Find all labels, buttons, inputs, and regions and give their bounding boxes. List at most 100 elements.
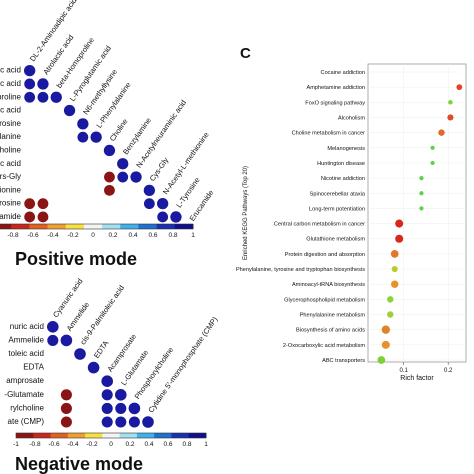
- correlation-dot: [101, 375, 113, 388]
- colorbar-frame: [0, 223, 194, 230]
- enrichment-dot: [419, 176, 424, 181]
- correlation-dot: [115, 416, 127, 428]
- correlation-dot: [60, 389, 72, 401]
- enrichment-dot: [438, 129, 445, 136]
- colorbar-tick-label: -0.6: [27, 232, 39, 239]
- colorbar-tick-label: -0.8: [7, 232, 19, 239]
- column-label: L-Pyroglutamic acid: [68, 44, 113, 103]
- correlation-dot: [130, 171, 142, 183]
- correlation-dot: [103, 144, 116, 157]
- row-label: -Glutamate: [4, 390, 44, 399]
- row-label: ic acid: [0, 106, 21, 115]
- colorbar-tick-label: -0.6: [48, 441, 60, 448]
- row-label: rs-Gly: [0, 172, 21, 181]
- correlation-dot: [117, 158, 129, 170]
- colorbar-segment: [136, 433, 155, 438]
- correlation-dot: [115, 389, 127, 401]
- colorbar-segment: [50, 433, 69, 438]
- row-label: ic acid: [0, 79, 21, 88]
- colorbar-tick-label: 0: [109, 441, 113, 448]
- row-label: holine: [0, 145, 22, 154]
- correlation-dot: [77, 118, 89, 130]
- x-tick-label: 0.1: [399, 368, 408, 374]
- colorbar-tick-label: 0: [91, 232, 95, 239]
- row-label: rylcholine: [10, 403, 44, 412]
- enrichment-dot: [387, 311, 394, 318]
- colorbar-segment: [138, 224, 158, 229]
- correlation-dot: [170, 211, 182, 223]
- pathway-label: Phenylalanine, tyrosine and tryptophan b…: [236, 267, 365, 273]
- row-label: lanine: [0, 132, 22, 141]
- positive-mode-title: Positive mode: [15, 249, 137, 269]
- column-label: Choline: [108, 117, 130, 143]
- pathway-label: Nicotine addiction: [321, 176, 365, 182]
- row-label: Ammelide: [8, 335, 44, 344]
- colorbar-segment: [29, 224, 49, 229]
- pathway-label: Protein digestion and absorption: [285, 252, 365, 258]
- colorbar-segment: [102, 224, 121, 229]
- correlation-dot: [24, 91, 36, 103]
- panel-c-label: C: [240, 45, 251, 62]
- correlation-dot: [101, 416, 113, 428]
- enrichment-dot: [381, 325, 390, 334]
- enrichment-dot: [448, 100, 453, 105]
- correlation-dot: [47, 321, 59, 333]
- colorbar-tick-label: -1: [13, 441, 19, 448]
- enrichment-dot: [419, 191, 424, 196]
- pathway-label: Long-term potentiation: [309, 206, 365, 212]
- pathway-label: Cocaine addiction: [321, 70, 365, 76]
- x-axis-label: Rich factor: [400, 375, 434, 382]
- correlation-dot: [143, 198, 155, 210]
- pathway-label: Aminoacyl-tRNA biosynthesis: [292, 282, 365, 288]
- colorbar-segment: [102, 433, 121, 438]
- row-label: proline: [0, 92, 22, 101]
- plot-frame: [367, 63, 467, 363]
- enrichment-dot: [377, 356, 386, 364]
- x-tick-label: 0.2: [444, 368, 453, 374]
- correlation-dot: [128, 402, 141, 415]
- correlation-dot: [63, 104, 76, 117]
- column-label: EDTA: [92, 339, 111, 360]
- colorbar-segment: [65, 224, 85, 229]
- correlation-dot: [24, 65, 36, 77]
- enrichment-dot: [430, 160, 435, 166]
- pathway-label: Biosynthesis of amino acids: [296, 328, 365, 334]
- colorbar-segment: [16, 433, 34, 438]
- colorbar-tick-label: 0.2: [108, 232, 117, 239]
- correlation-dot: [87, 361, 100, 374]
- correlation-dot: [104, 171, 115, 183]
- colorbar-tick-label: -0.2: [67, 232, 79, 239]
- row-label: ic acid: [0, 159, 21, 168]
- negative-mode-panel: nuric acid Ammelide toleic acid EDTA amprosa…: [4, 277, 219, 448]
- row-label: ate (CMP): [8, 417, 45, 426]
- correlation-dot: [50, 91, 62, 103]
- row-label: nuric acid: [10, 322, 44, 331]
- correlation-dot: [74, 348, 86, 360]
- pathway-label: Melanogenesis: [327, 146, 365, 152]
- enrichment-dot: [395, 219, 404, 228]
- colorbar-tick-label: 0.8: [182, 441, 191, 448]
- colorbar-segment: [171, 433, 190, 438]
- pathway-label: Amphetamine addiction: [307, 85, 365, 91]
- correlation-dot: [24, 211, 36, 223]
- correlation-dot: [60, 402, 72, 414]
- kegg-enrichment-panel: Cocaine addiction Amphetamine addiction Fo…: [236, 63, 467, 382]
- pathway-label: Glycerophospholipid metabolism: [284, 297, 365, 303]
- enrichment-dot: [387, 296, 394, 303]
- colorbar-tick-label: -0.4: [67, 441, 79, 448]
- correlation-dot: [157, 211, 169, 223]
- negative-mode-title: Negative mode: [15, 454, 143, 474]
- colorbar-tick-label: -0.8: [29, 441, 41, 448]
- correlation-dot: [37, 91, 49, 103]
- colorbar-tick-label: -0.2: [86, 441, 98, 448]
- pathway-label: Alcoholism: [338, 115, 365, 121]
- column-label: cis-9-Palmitoleic acid: [78, 283, 126, 346]
- row-label: ic acid: [0, 66, 21, 75]
- correlation-dot: [37, 198, 49, 210]
- colorbar-segment: [67, 433, 86, 438]
- enrichment-dot: [447, 114, 454, 121]
- pathway-label: Choline metabolism in cancer: [292, 131, 366, 137]
- row-label: rosine: [0, 199, 22, 208]
- correlation-dot: [143, 184, 156, 197]
